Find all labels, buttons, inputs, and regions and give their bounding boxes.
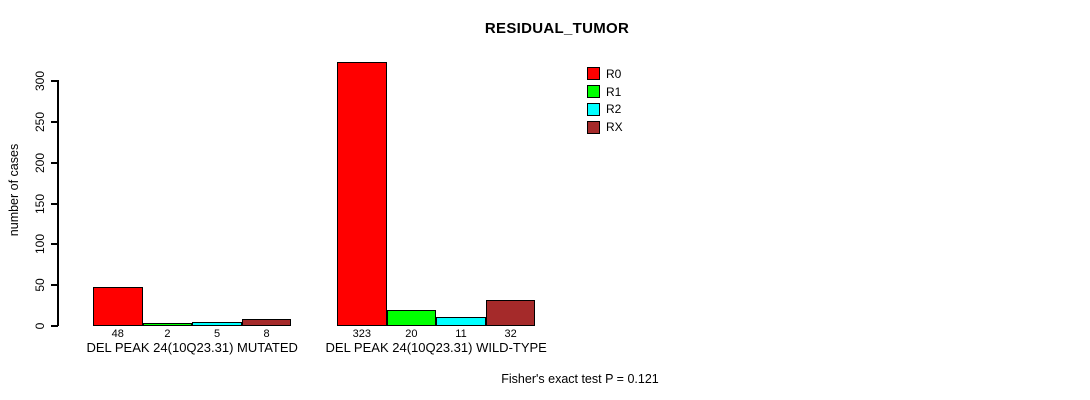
legend-swatch-R0 <box>587 67 600 81</box>
y-tick-mark <box>51 325 58 327</box>
bar-value-label: 323 <box>352 328 371 340</box>
legend-swatch-R2 <box>587 102 600 116</box>
bar-RX-group2 <box>485 299 536 326</box>
y-tick-label: 250 <box>33 111 47 132</box>
y-tick-mark <box>51 161 58 164</box>
legend-label: RX <box>606 120 623 135</box>
legend-swatch-RX <box>587 120 600 134</box>
bar-R2-group1 <box>192 321 242 326</box>
category-label: DEL PEAK 24(10Q23.31) MUTATED <box>86 340 298 355</box>
chart-title: RESIDUAL_TUMOR <box>484 20 630 37</box>
legend-label: R0 <box>606 66 622 81</box>
pvalue-annotation: Fisher's exact test P = 0.121 <box>501 372 659 386</box>
y-tick-mark <box>51 243 58 246</box>
bar-value-label: 8 <box>263 328 270 340</box>
legend: R0 R1 R2 RX <box>587 65 623 136</box>
y-tick-label: 200 <box>33 152 47 173</box>
y-tick-label: 300 <box>33 70 47 92</box>
legend-swatch-R1 <box>587 85 600 99</box>
legend-label: R2 <box>606 102 622 117</box>
bar-R0-group1 <box>93 286 143 326</box>
bar-value-label: 11 <box>455 328 467 340</box>
bar-value-label: 32 <box>504 328 517 340</box>
bar-value-label: 2 <box>164 328 171 340</box>
y-axis-line <box>57 80 59 326</box>
legend-row-R2: R2 <box>587 101 623 119</box>
bar-R1-group2 <box>386 309 437 326</box>
legend-row-R0: R0 <box>587 65 623 83</box>
y-tick-mark <box>51 284 58 287</box>
bar-R0-group2 <box>337 62 387 326</box>
y-tick-label: 0 <box>33 322 47 330</box>
bar-RX-group1 <box>241 319 292 326</box>
legend-row-RX: RX <box>587 118 623 136</box>
y-tick-mark <box>51 202 58 205</box>
category-label: DEL PEAK 24(10Q23.31) WILD-TYPE <box>325 340 547 355</box>
legend-row-R1: R1 <box>587 83 623 101</box>
y-tick-label: 50 <box>33 278 47 292</box>
bar-value-label: 5 <box>213 328 221 340</box>
bar-R2-group2 <box>436 317 486 326</box>
y-axis-title: number of cases <box>7 143 21 237</box>
legend-label: R1 <box>606 84 622 99</box>
bar-value-label: 48 <box>111 328 124 340</box>
bar-value-label: 20 <box>405 328 418 340</box>
y-tick-label: 100 <box>33 234 47 255</box>
y-tick-mark <box>51 120 58 123</box>
y-tick-label: 150 <box>33 193 47 214</box>
bar-R1-group1 <box>142 323 193 326</box>
y-tick-mark <box>51 80 58 82</box>
